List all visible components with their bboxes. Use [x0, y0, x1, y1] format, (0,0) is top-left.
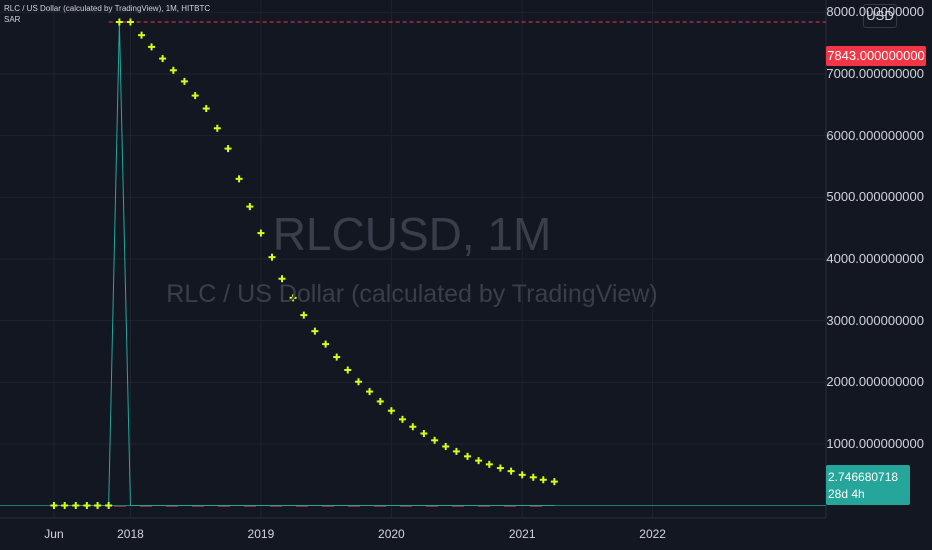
high-price-tag: 7843.000000000 [826, 46, 926, 66]
sar-point [550, 478, 558, 486]
sar-point [138, 31, 146, 39]
sar-point [539, 476, 547, 484]
x-tick-label: 2019 [247, 527, 275, 541]
series-layer [0, 18, 826, 510]
sar-point [518, 471, 526, 479]
sar-point [213, 124, 221, 132]
sar-point [169, 66, 177, 74]
sar-point [387, 407, 395, 415]
price-line [53, 22, 555, 507]
sar-point [496, 464, 504, 472]
sar-point [257, 229, 265, 237]
sar-point [475, 457, 483, 465]
grid-lines [0, 0, 826, 518]
sar-point [289, 294, 297, 302]
sar-point [409, 423, 417, 431]
sar-point [159, 55, 167, 63]
sar-point [529, 473, 537, 481]
sar-point [507, 467, 515, 475]
sar-point [376, 397, 384, 405]
sar-point [300, 311, 308, 319]
sar-point [464, 452, 472, 460]
y-tick-label: 5000.000000000 [826, 189, 924, 205]
sar-point [398, 415, 406, 423]
sar-point [431, 436, 439, 444]
sar-point [105, 502, 113, 510]
sar-point [180, 77, 188, 85]
y-tick-label: 3000.000000000 [826, 312, 924, 328]
sar-point [94, 502, 102, 510]
y-tick-label: 8000.000000000 [826, 4, 924, 20]
x-tick-label: 2020 [378, 527, 405, 541]
sar-point [322, 340, 330, 348]
sar-point [83, 502, 91, 510]
sar-point [224, 145, 232, 153]
bar-countdown: 28d 4h [828, 487, 865, 501]
x-tick-label: 2021 [508, 527, 536, 541]
sar-point [61, 502, 69, 510]
sar-point [344, 366, 352, 374]
currency-button[interactable]: USD [863, 4, 897, 28]
sar-point [268, 253, 276, 261]
sar-point [333, 353, 341, 361]
y-tick-label: 2000.000000000 [826, 374, 924, 390]
sar-point [442, 442, 450, 450]
sar-point [235, 175, 243, 183]
sar-point [354, 378, 362, 386]
x-tick-label: 2018 [117, 527, 144, 541]
sar-point [72, 502, 80, 510]
x-tick-label: 2022 [639, 527, 666, 541]
sar-point [246, 203, 254, 211]
indicator-label[interactable]: SAR [4, 15, 21, 24]
sar-point [420, 430, 428, 438]
chart-title: RLC / US Dollar (calculated by TradingVi… [4, 4, 211, 13]
sar-point [126, 18, 134, 26]
sar-point [366, 388, 374, 396]
watermark-symbol: RLCUSD, 1M [272, 208, 552, 260]
sar-point [311, 327, 319, 335]
watermark-description: RLC / US Dollar (calculated by TradingVi… [166, 280, 658, 308]
y-tick-label: 6000.000000000 [826, 127, 924, 143]
sar-point [452, 447, 460, 455]
sar-point [148, 43, 156, 51]
sar-point [115, 18, 123, 26]
y-tick-label: 7000.000000000 [826, 66, 924, 81]
sar-point [202, 105, 210, 113]
x-tick-label: Jun [44, 527, 64, 541]
y-tick-label: 4000.000000000 [826, 251, 924, 266]
sar-point [50, 502, 58, 510]
sar-point [485, 460, 493, 468]
last-price-tag: 2.746680718 28d 4h [826, 465, 910, 505]
y-tick-label: 1000.000000000 [826, 436, 924, 451]
sar-point [278, 275, 286, 283]
sar-point [191, 92, 199, 100]
last-price-value: 2.746680718 [828, 470, 899, 484]
